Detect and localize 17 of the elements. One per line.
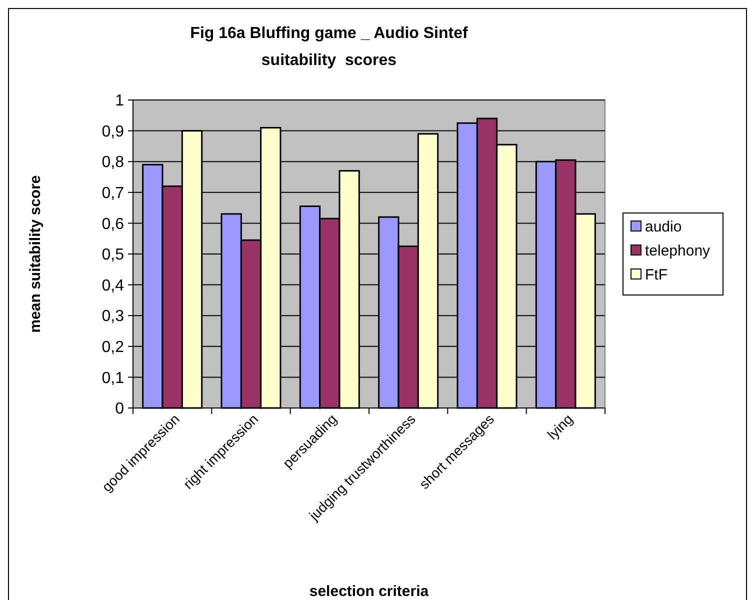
y-tick-label: 1 [115,92,124,110]
legend-label: FtF [645,266,668,284]
y-tick-label: 0,2 [102,339,124,356]
y-tick-label: 0,5 [102,246,124,264]
y-tick-label: 0,7 [102,185,124,202]
x-axis-title: selection criteria [309,583,430,600]
y-tick-label: 0,6 [102,216,124,233]
y-tick-label: 0 [115,400,124,418]
y-tick-label: 0,3 [102,308,124,326]
legend-label: audio [645,218,682,236]
chart-title: Fig 16a Bluffing game _ Audio Sintef suitability scores [190,25,468,69]
y-axis-title: mean suitability score [27,175,44,333]
y-tick-label: 0,1 [102,370,124,387]
y-tick-label: 0,9 [102,123,124,140]
legend-label: telephony [645,242,711,260]
y-tick-label: 0,4 [102,277,124,294]
y-tick-label: 0,8 [102,154,124,172]
